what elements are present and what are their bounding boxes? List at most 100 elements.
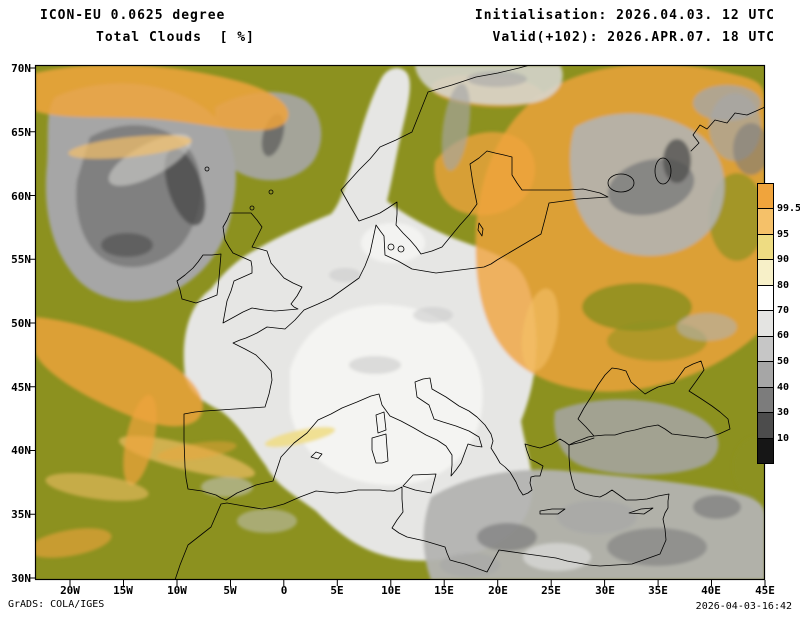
cloud-region (290, 304, 483, 486)
cloud-region (554, 399, 719, 475)
legend-value: 60 (777, 330, 790, 341)
legend-value: 95 (777, 229, 790, 240)
cloud-patch (557, 500, 637, 534)
lat-label: 65N (11, 126, 31, 139)
cloud-region (35, 65, 289, 131)
legend-value: 40 (777, 382, 790, 393)
legend-value: 10 (777, 433, 790, 444)
grads-credit: GrADS: COLA/IGES (8, 599, 105, 610)
cloud-patch (123, 394, 157, 486)
lon-label: 45E (755, 584, 775, 597)
coastline-path (628, 507, 654, 515)
legend-segment (758, 209, 773, 235)
lon-label: 15E (434, 584, 454, 597)
plot-timestamp: 2026-04-03-16:42 (695, 601, 792, 612)
lon-label: 30E (595, 584, 615, 597)
variable-title: Total Clouds [ %] (96, 30, 255, 45)
cloud-patch (157, 441, 237, 461)
cloud-patch (477, 523, 537, 551)
cloud-patch (68, 135, 192, 159)
map-canvas (29, 64, 766, 586)
lon-label: 20W (60, 584, 80, 597)
cloud-patch (523, 543, 591, 571)
cloud-patch (201, 477, 253, 497)
island-outline (397, 245, 405, 253)
lat-label: 55N (11, 253, 31, 266)
lat-label: 45N (11, 381, 31, 394)
legend-value: 99.5 (777, 203, 800, 214)
lat-label: 50N (11, 317, 31, 330)
lat-label: 30N (11, 572, 31, 585)
legend-value: 80 (777, 280, 790, 291)
coastline-path (539, 508, 566, 515)
lon-label: 20E (488, 584, 508, 597)
lon-label: 15W (113, 584, 133, 597)
cloud-patch (733, 123, 765, 175)
axis-ticks-left (29, 67, 35, 579)
cloud-patch (582, 283, 692, 331)
coastline-path (371, 433, 389, 464)
cloud-patch (467, 71, 527, 87)
coastline-path (402, 473, 437, 494)
legend-segment (758, 362, 773, 388)
lat-label: 40N (11, 444, 31, 457)
coastline-path (225, 360, 731, 501)
cloud-patch (413, 307, 453, 323)
island-outline (249, 205, 255, 211)
legend-segment (758, 234, 773, 261)
legend-segment (758, 260, 773, 286)
axis-ticks-bottom (69, 580, 766, 586)
legend-segment (758, 387, 773, 414)
coastline-path (375, 411, 387, 434)
lon-label: 10E (381, 584, 401, 597)
lat-label: 35N (11, 508, 31, 521)
cloud-patch (693, 495, 741, 519)
cloud-patch (361, 223, 425, 263)
lat-label: 60N (11, 190, 31, 203)
lon-label: 5W (223, 584, 237, 597)
coastlines (174, 65, 765, 580)
cloud-patch (35, 528, 112, 558)
cloud-patch (607, 528, 707, 566)
lon-label: 25E (541, 584, 561, 597)
island-outline (387, 243, 395, 251)
coastline-path (310, 451, 323, 460)
cloud-patch (349, 356, 401, 374)
cloud-patch (164, 148, 206, 226)
legend-segment (758, 184, 773, 210)
lon-label: 10W (167, 584, 187, 597)
legend-segment (758, 285, 773, 312)
legend-segment (758, 311, 773, 337)
coastline-path (222, 212, 303, 324)
lake-outline (654, 157, 672, 185)
cloud-region (35, 317, 203, 427)
legend-value: 70 (777, 305, 790, 316)
lake-outline (607, 173, 635, 193)
model-title: ICON-EU 0.0625 degree (40, 8, 226, 23)
init-time: Initialisation: 2026.04.03. 12 UTC (474, 8, 775, 23)
legend-value: 50 (777, 356, 790, 367)
lat-label: 70N (11, 62, 31, 75)
legend-value: 30 (777, 407, 790, 418)
coastline-path (174, 502, 228, 580)
cloud-patch (677, 313, 737, 341)
lon-label: 40E (701, 584, 721, 597)
cloud-patch (663, 139, 691, 183)
lon-label: 0 (280, 584, 288, 597)
cloud-patch (441, 83, 471, 171)
coastline-path (226, 437, 670, 573)
lon-label: 35E (648, 584, 668, 597)
coastline-path (183, 65, 609, 501)
cloud-patch (329, 268, 361, 282)
coastline-path (477, 222, 484, 237)
coastline-path (690, 106, 765, 152)
color-legend (757, 183, 774, 464)
cloud-patch (693, 85, 761, 121)
legend-segment (758, 438, 773, 463)
cloud-patch (45, 473, 149, 501)
coastline-path (176, 253, 222, 304)
cloud-patch (264, 426, 336, 448)
legend-value: 90 (777, 254, 790, 265)
cloud-patch (101, 233, 153, 257)
